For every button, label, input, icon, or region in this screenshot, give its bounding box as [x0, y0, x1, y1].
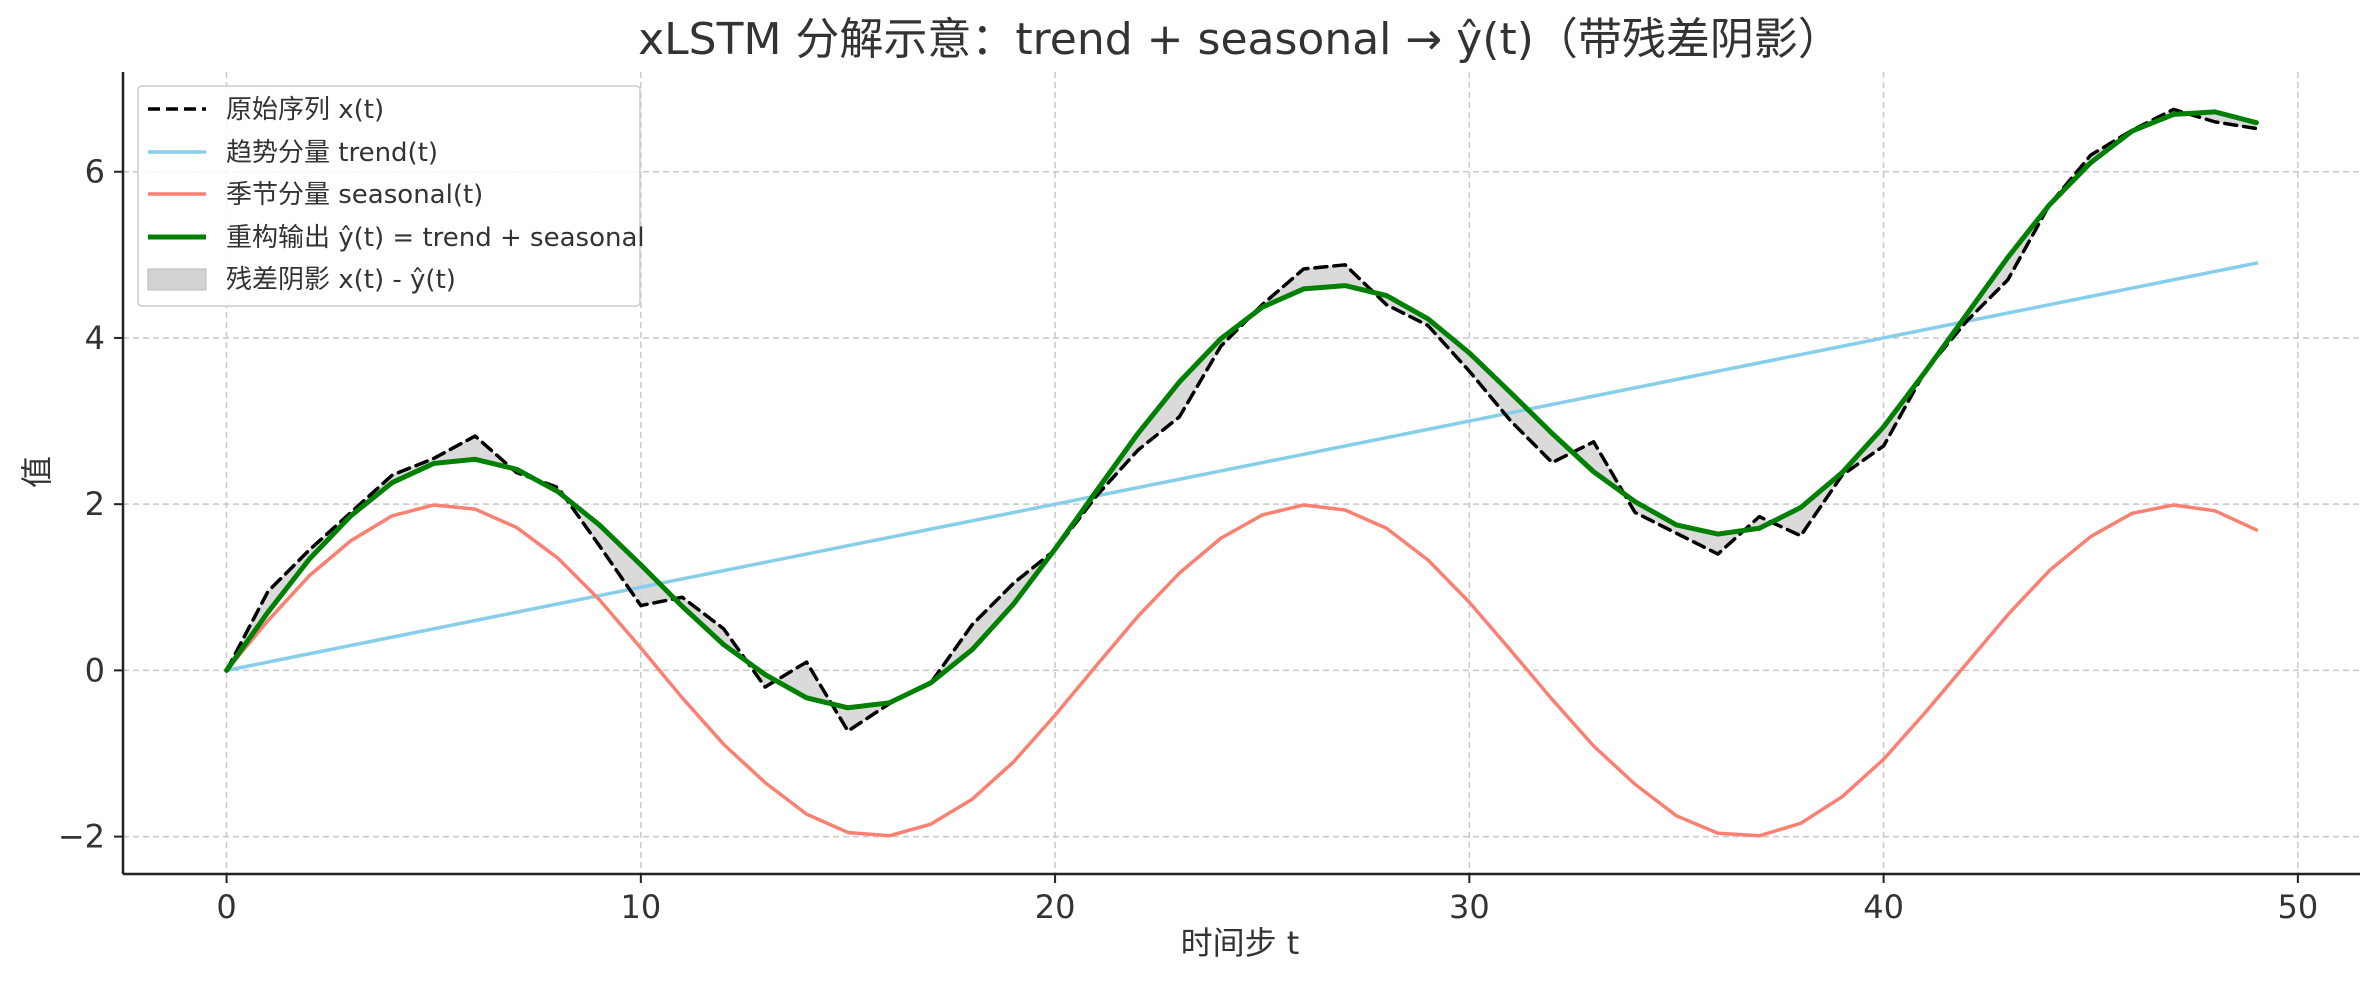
legend-label-seasonal: 季节分量 seasonal(t) — [226, 180, 483, 210]
x-tick-label: 10 — [620, 888, 661, 926]
seasonal-series-line — [224, 503, 2259, 838]
reconstruction-series-line — [224, 109, 2259, 711]
axes-layer — [121, 72, 2360, 876]
y-tick-label: 6 — [85, 153, 105, 191]
y-tick-label: 0 — [85, 651, 105, 689]
y-tick-label: 2 — [85, 485, 105, 523]
y-tick-label: 4 — [85, 319, 105, 357]
x-axis-label: 时间步 t — [1181, 924, 1300, 962]
x-tick-label: 40 — [1863, 888, 1904, 926]
series-layer — [224, 107, 2259, 838]
legend-label-residual: 残差阴影 x(t) - ŷ(t) — [226, 265, 456, 295]
legend-label-original: 原始序列 x(t) — [226, 95, 384, 125]
tick-layer: 0 10 20 30 40 50 −2 0 2 4 6 — [58, 153, 2318, 926]
legend-label-reconstruction: 重构输出 ŷ(t) = trend + seasonal — [226, 223, 645, 253]
x-tick-label: 50 — [2278, 888, 2319, 926]
trend-series-line — [224, 261, 2259, 673]
y-axis-label: 值 — [18, 456, 56, 488]
legend-label-trend: 趋势分量 trend(t) — [226, 138, 438, 168]
chart-title: xLSTM 分解示意：trend + seasonal → ŷ(t)（带残差阴影… — [638, 14, 1842, 65]
legend-swatch-residual — [147, 268, 207, 291]
legend: 原始序列 x(t) 趋势分量 trend(t) 季节分量 seasonal(t)… — [137, 85, 645, 307]
legend-frame — [137, 85, 641, 307]
x-tick-label: 0 — [216, 888, 236, 926]
grid-layer — [123, 72, 2360, 874]
x-tick-label: 30 — [1449, 888, 1490, 926]
y-tick-label: −2 — [58, 818, 105, 856]
x-tick-label: 20 — [1035, 888, 1076, 926]
